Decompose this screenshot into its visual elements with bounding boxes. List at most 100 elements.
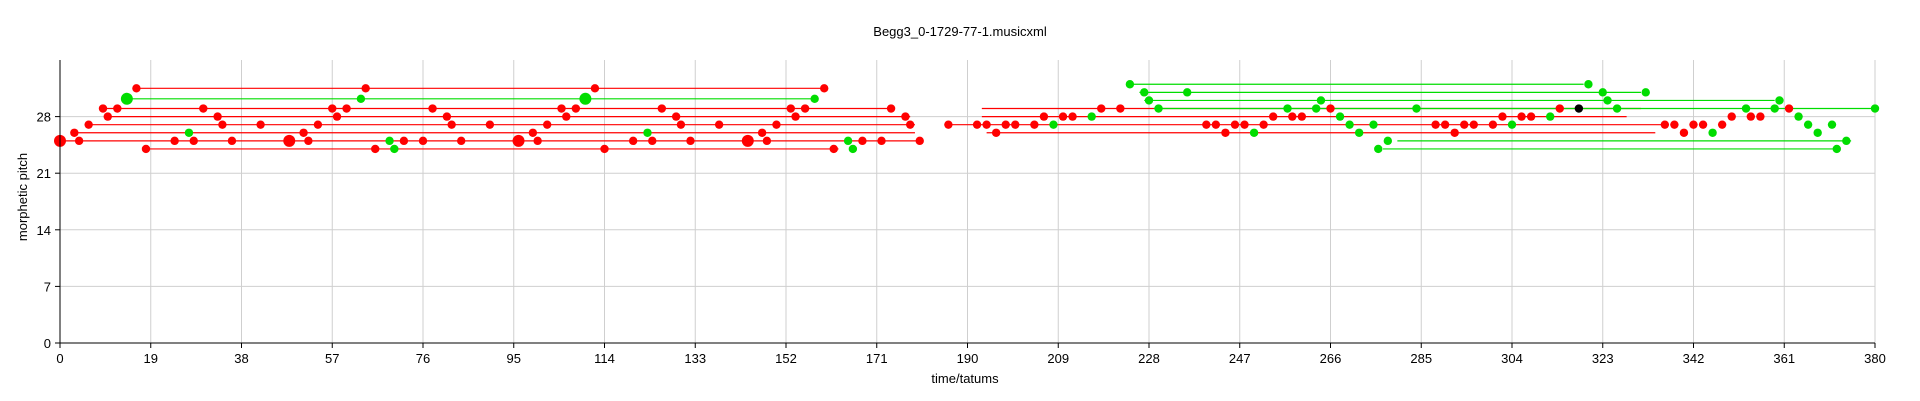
- data-point-red: [1058, 112, 1068, 121]
- y-axis-label: morphetic pitch: [15, 153, 30, 241]
- data-point-green: [1140, 88, 1149, 97]
- data-point-red: [671, 112, 681, 121]
- data-point-red: [762, 136, 772, 146]
- data-point-red: [113, 104, 122, 113]
- data-point-green: [1412, 104, 1421, 113]
- data-point-green: [843, 136, 853, 146]
- data-point-red: [786, 104, 795, 113]
- data-point-red: [757, 128, 767, 137]
- x-tick-label: 247: [1229, 351, 1251, 366]
- data-point-green: [1546, 112, 1555, 121]
- data-point-green: [1383, 136, 1393, 146]
- data-point-green: [1603, 96, 1612, 105]
- chart-title: Begg3_0-1729-77-1.musicxml: [873, 24, 1047, 39]
- data-point-red: [199, 104, 208, 113]
- data-point-red: [332, 112, 342, 121]
- data-point-red: [1268, 112, 1278, 121]
- data-point-red: [1297, 112, 1307, 121]
- y-tick-label: 21: [37, 166, 51, 181]
- data-point-red: [1746, 112, 1756, 121]
- data-point-green: [1842, 136, 1851, 146]
- data-point-red: [1326, 104, 1335, 113]
- data-point-red: [972, 120, 982, 129]
- data-point-red: [1670, 120, 1679, 129]
- data-point-red: [1288, 112, 1297, 121]
- data-point-red: [901, 112, 910, 121]
- data-point-red: [533, 136, 542, 146]
- data-point-green: [1770, 104, 1779, 113]
- data-point-red: [70, 128, 79, 137]
- data-point-red: [1001, 120, 1010, 129]
- data-point-red: [485, 120, 495, 129]
- x-tick-label: 285: [1410, 351, 1432, 366]
- data-point-red: [418, 136, 428, 146]
- x-tick-label: 361: [1773, 351, 1795, 366]
- data-point-red: [648, 136, 657, 146]
- data-point-red: [1221, 128, 1230, 137]
- data-point-red: [915, 136, 924, 146]
- data-point-red: [1727, 112, 1736, 121]
- data-point-red: [1488, 120, 1498, 129]
- data-point-red: [571, 104, 581, 113]
- x-tick-labels: 0 19 38 57 76 95 114 133 152 171 190 209 228 247 266 28…: [56, 351, 1885, 366]
- data-point-red: [1039, 112, 1049, 121]
- x-tick-label: 171: [866, 351, 888, 366]
- data-point-red: [1679, 128, 1689, 137]
- x-tick-label: 209: [1047, 351, 1069, 366]
- data-point-red: [1097, 104, 1106, 113]
- data-point-red: [1498, 112, 1507, 121]
- data-point-red: [74, 136, 84, 146]
- x-axis-label: time/tatums: [931, 371, 999, 386]
- x-tick-label: 19: [144, 351, 158, 366]
- data-point-red: [1116, 104, 1125, 113]
- x-tick-label: 152: [775, 351, 797, 366]
- grid: [59, 60, 1876, 344]
- data-points: [54, 80, 1880, 154]
- data-point-green: [390, 144, 399, 154]
- data-point-red: [1469, 120, 1478, 129]
- data-point-green: [1345, 120, 1354, 129]
- data-point-green: [1708, 128, 1717, 137]
- data-point-red: [590, 84, 600, 93]
- data-point-green: [1832, 144, 1841, 154]
- data-point-red: [800, 104, 810, 113]
- data-point-red: [944, 120, 953, 129]
- data-point-green: [1087, 112, 1096, 121]
- data-point-green: [848, 144, 858, 154]
- data-point-green: [1794, 112, 1803, 121]
- data-point-red: [103, 112, 112, 121]
- y-tick-label: 14: [37, 223, 51, 238]
- data-point-red: [1211, 120, 1221, 129]
- data-point-green: [385, 136, 394, 146]
- data-point-red: [791, 112, 800, 121]
- data-point-red: [1030, 120, 1039, 129]
- data-point-green: [1311, 104, 1321, 113]
- data-point-green: [1374, 144, 1383, 154]
- data-point-green: [1612, 104, 1622, 113]
- data-point-red: [1717, 120, 1727, 129]
- data-point-green: [1283, 104, 1292, 113]
- data-point-red: [84, 120, 93, 129]
- data-point-green: [184, 128, 194, 137]
- data-point-red: [213, 112, 222, 121]
- data-point-red: [361, 84, 370, 93]
- data-point-red: [829, 144, 838, 154]
- axes: [55, 60, 1876, 348]
- data-point-green: [1584, 80, 1593, 89]
- x-tick-label: 323: [1592, 351, 1614, 366]
- x-tick-label: 304: [1501, 351, 1523, 366]
- data-point-red: [600, 144, 609, 154]
- data-point-red: [304, 136, 313, 146]
- data-point-red: [741, 134, 754, 147]
- data-point-red: [399, 136, 409, 146]
- data-point-red: [256, 120, 265, 129]
- data-point-red: [1784, 104, 1794, 113]
- data-point-red: [1517, 112, 1526, 121]
- data-point-green: [1641, 88, 1650, 97]
- data-point-red: [714, 120, 724, 129]
- y-tick-labels: 0 7 14 21 28: [37, 110, 51, 351]
- data-point-red: [820, 84, 829, 93]
- data-point-green: [120, 92, 133, 105]
- data-point-green: [1354, 128, 1364, 137]
